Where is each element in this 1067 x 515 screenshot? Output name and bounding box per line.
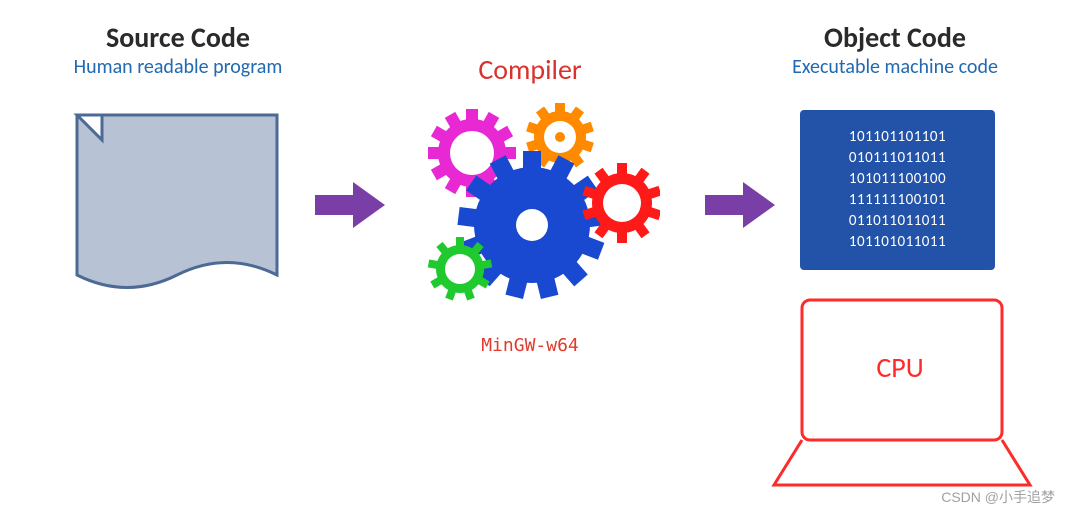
binary-line: 111111100101 [849, 190, 946, 211]
compiler-stage: Compiler [400, 52, 660, 87]
arrow-icon [705, 180, 775, 230]
binary-line: 011011011011 [849, 211, 946, 232]
source-stage: Source Code Human readable program [48, 20, 308, 79]
binary-box: 101101101101 010111011011 101011100100 1… [800, 110, 995, 270]
object-title: Object Code [755, 20, 1035, 55]
cpu-label: CPU [820, 350, 980, 385]
object-subtitle: Executable machine code [755, 55, 1035, 79]
binary-line: 101101101101 [849, 127, 946, 148]
source-subtitle: Human readable program [48, 55, 308, 79]
document-icon [62, 105, 292, 315]
watermark: CSDN @小手追梦 [941, 487, 1055, 507]
compiler-title: Compiler [400, 52, 660, 87]
object-stage: Object Code Executable machine code [755, 20, 1035, 79]
binary-line: 101101011011 [849, 232, 946, 253]
source-title: Source Code [48, 20, 308, 55]
binary-line: 101011100100 [849, 169, 946, 190]
gears-icon [400, 95, 660, 325]
binary-line: 010111011011 [849, 148, 946, 169]
compiler-sub: MinGW-w64 [420, 335, 640, 356]
arrow-icon [315, 180, 385, 230]
laptop-icon [762, 290, 1062, 510]
